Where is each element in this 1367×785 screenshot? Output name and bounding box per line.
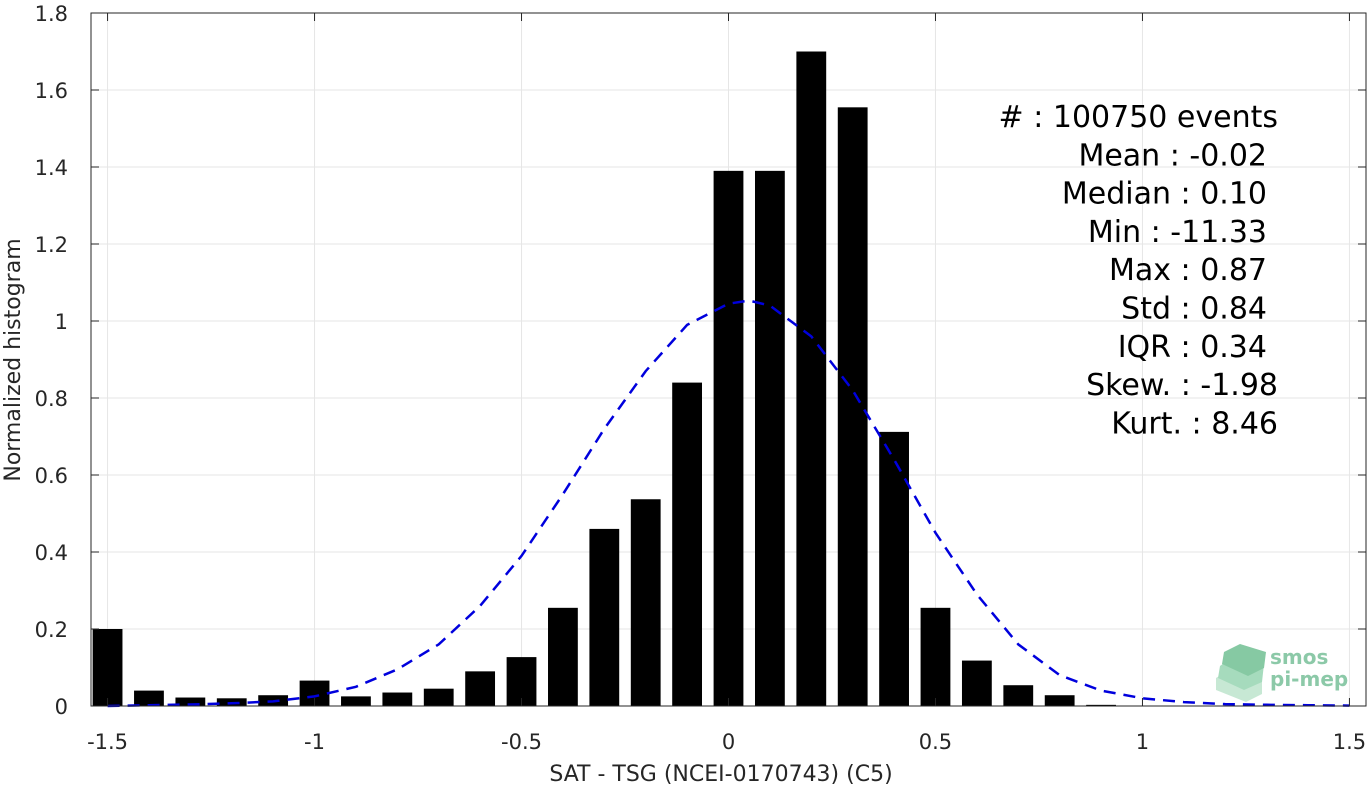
y-tick-label-0: 0: [55, 695, 68, 719]
stat-line-2: Median : 0.10: [1062, 177, 1267, 212]
stat-line-4: Max : 0.87: [1109, 253, 1267, 288]
histogram-bar-22: [1003, 685, 1034, 706]
stat-line-8: Kurt. : 8.46: [1111, 406, 1278, 441]
histogram-bar-7: [382, 692, 413, 706]
histogram-bar-10: [506, 657, 537, 706]
x-tick-label-2: -0.5: [501, 730, 542, 754]
y-axis-label: Normalized histogram: [1, 238, 26, 481]
y-tick-label-8: 1.6: [35, 79, 68, 103]
stat-line-1: Mean : -0.02: [1078, 138, 1267, 173]
histogram-bars: [92, 51, 1116, 707]
y-tick-label-4: 0.8: [35, 387, 68, 411]
histogram-bar-20: [920, 607, 951, 706]
y-tick-label-6: 1.2: [35, 233, 68, 257]
histogram-bar-0: [92, 629, 123, 706]
histogram-bar-17: [796, 51, 827, 706]
histogram-bar-1: [134, 690, 164, 706]
normal-fit-curve: [107, 299, 1350, 708]
histogram-bar-6: [341, 696, 371, 706]
y-tick-label-9: 1.8: [35, 2, 68, 26]
histogram-bar-21: [961, 660, 992, 706]
stat-line-5: Std : 0.84: [1121, 292, 1267, 327]
histogram-bar-8: [423, 688, 454, 706]
stat-line-3: Min : -11.33: [1088, 215, 1267, 250]
logo-line-2: pi-mep: [1270, 667, 1348, 691]
x-tick-label-3: 0: [722, 730, 735, 754]
histogram-bar-15: [713, 170, 744, 707]
histogram-bar-18: [837, 107, 868, 706]
stat-line-6: IQR : 0.34: [1118, 330, 1267, 365]
layers-icon: [1216, 644, 1266, 702]
histogram-bar-16: [754, 170, 785, 707]
stat-line-7: Skew. : -1.98: [1086, 368, 1278, 403]
y-tick-label-3: 0.6: [35, 464, 68, 488]
histogram-bar-11: [548, 607, 578, 706]
histogram-bar-13: [630, 499, 661, 706]
histogram-bar-12: [589, 528, 620, 706]
stat-line-0: # : 100750 events: [999, 100, 1278, 135]
axis-ticks: [91, 12, 1366, 707]
y-tick-label-1: 0.2: [35, 618, 68, 642]
x-tick-label-0: -1.5: [87, 730, 128, 754]
y-tick-labels: 0 0.2 0.4 0.6 0.8 1 1.2 1.4 1.6 1.8: [35, 2, 68, 719]
logo-line-1: smos: [1270, 645, 1328, 669]
histogram-bar-14: [672, 382, 703, 706]
y-tick-label-7: 1.4: [35, 156, 68, 180]
y-tick-label-5: 1: [55, 310, 68, 334]
smos-pi-mep-logo: smos pi-mep: [1216, 644, 1348, 702]
x-tick-label-1: -1: [304, 730, 325, 754]
histogram-bar-9: [465, 671, 496, 706]
y-tick-label-2: 0.4: [35, 541, 68, 565]
x-axis-label: SAT - TSG (NCEI-0170743) (C5): [549, 762, 892, 785]
histogram-bar-2: [175, 697, 206, 706]
x-tick-label-4: 0.5: [919, 730, 952, 754]
histogram-bar-24: [1086, 704, 1116, 706]
histogram-bar-23: [1044, 695, 1075, 706]
x-tick-labels: -1.5 -1 -0.5 0 0.5 1 1.5: [87, 730, 1366, 754]
x-tick-label-5: 1: [1136, 730, 1149, 754]
x-tick-label-6: 1.5: [1333, 730, 1366, 754]
histogram-bar-19: [879, 431, 909, 706]
